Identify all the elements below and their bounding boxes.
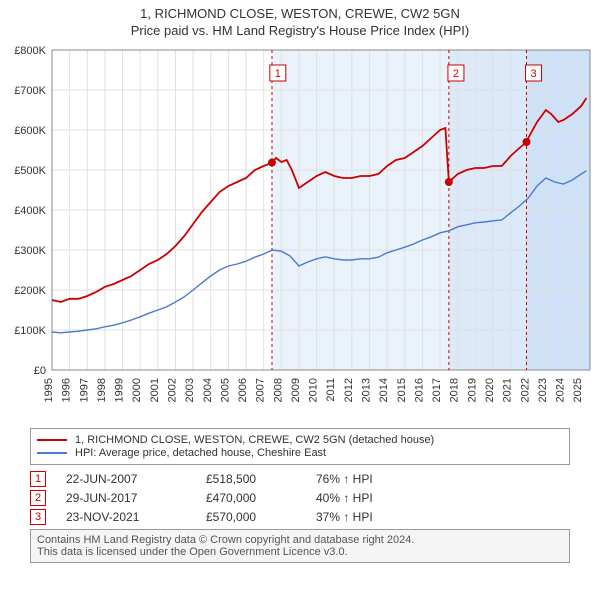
svg-text:2001: 2001 (149, 378, 161, 402)
footer-box: Contains HM Land Registry data © Crown c… (30, 529, 570, 563)
marker-row-1: 1 22-JUN-2007 £518,500 76% ↑ HPI (30, 471, 570, 487)
svg-text:2003: 2003 (184, 378, 196, 402)
svg-text:2000: 2000 (131, 378, 143, 402)
chart-svg: £0 £100K £200K £300K £400K £500K £600K £700K £80… (0, 40, 600, 420)
svg-text:2: 2 (453, 68, 459, 80)
marker-badge-3: 3 (30, 509, 46, 525)
legend-row-hpi: HPI: Average price, detached house, Ches… (37, 447, 563, 459)
marker-row-3: 3 23-NOV-2021 £570,000 37% ↑ HPI (30, 509, 570, 525)
svg-text:2008: 2008 (272, 378, 284, 402)
title-address: 1, RICHMOND CLOSE, WESTON, CREWE, CW2 5G… (0, 6, 600, 21)
marker-badge-1: 1 (30, 471, 46, 487)
svg-text:2021: 2021 (502, 378, 514, 402)
svg-text:£500K: £500K (14, 165, 46, 177)
svg-text:1: 1 (275, 68, 281, 80)
title-block: 1, RICHMOND CLOSE, WESTON, CREWE, CW2 5G… (0, 0, 600, 40)
svg-text:2009: 2009 (290, 378, 302, 402)
legend-label-hpi: HPI: Average price, detached house, Ches… (75, 447, 326, 459)
svg-text:2007: 2007 (255, 378, 267, 402)
svg-text:2022: 2022 (519, 378, 531, 402)
svg-text:2024: 2024 (555, 378, 567, 402)
svg-text:2006: 2006 (237, 378, 249, 402)
legend-row-property: 1, RICHMOND CLOSE, WESTON, CREWE, CW2 5G… (37, 434, 563, 446)
legend-swatch-property (37, 439, 67, 441)
svg-text:£300K: £300K (14, 245, 46, 257)
svg-text:2010: 2010 (308, 378, 320, 402)
svg-text:£600K: £600K (14, 125, 46, 137)
svg-text:2016: 2016 (413, 378, 425, 402)
marker-badge-2: 2 (30, 490, 46, 506)
marker-row-2: 2 29-JUN-2017 £470,000 40% ↑ HPI (30, 490, 570, 506)
svg-text:£200K: £200K (14, 285, 46, 297)
figure-container: 1, RICHMOND CLOSE, WESTON, CREWE, CW2 5G… (0, 0, 600, 563)
marker-delta-1: 76% ↑ HPI (316, 472, 426, 486)
svg-text:2020: 2020 (484, 378, 496, 402)
svg-text:1999: 1999 (114, 378, 126, 402)
svg-text:1995: 1995 (43, 378, 55, 402)
marker-date-1: 22-JUN-2007 (66, 472, 206, 486)
svg-text:1996: 1996 (61, 378, 73, 402)
svg-text:2023: 2023 (537, 378, 549, 402)
event-markers-table: 1 22-JUN-2007 £518,500 76% ↑ HPI 2 29-JU… (30, 471, 570, 525)
legend-label-property: 1, RICHMOND CLOSE, WESTON, CREWE, CW2 5G… (75, 434, 434, 446)
svg-text:2025: 2025 (572, 378, 584, 402)
footer-line1: Contains HM Land Registry data © Crown c… (37, 534, 563, 546)
marker-price-2: £470,000 (206, 491, 316, 505)
marker-price-1: £518,500 (206, 472, 316, 486)
svg-text:2019: 2019 (466, 378, 478, 402)
footer-line2: This data is licensed under the Open Gov… (37, 546, 563, 558)
svg-text:2011: 2011 (325, 378, 337, 402)
svg-text:1997: 1997 (78, 378, 90, 402)
svg-text:2014: 2014 (378, 378, 390, 402)
legend-swatch-hpi (37, 452, 67, 454)
marker-date-2: 29-JUN-2017 (66, 491, 206, 505)
legend-box: 1, RICHMOND CLOSE, WESTON, CREWE, CW2 5G… (30, 428, 570, 465)
svg-text:£700K: £700K (14, 85, 46, 97)
svg-text:£100K: £100K (14, 325, 46, 337)
svg-text:£0: £0 (34, 365, 46, 377)
svg-text:2017: 2017 (431, 378, 443, 402)
svg-text:2018: 2018 (449, 378, 461, 402)
svg-text:2002: 2002 (166, 378, 178, 402)
svg-text:2005: 2005 (219, 378, 231, 402)
svg-text:2015: 2015 (396, 378, 408, 402)
marker-delta-2: 40% ↑ HPI (316, 491, 426, 505)
svg-text:2004: 2004 (202, 378, 214, 402)
chart-area: £0 £100K £200K £300K £400K £500K £600K £700K £80… (0, 40, 600, 420)
marker-date-3: 23-NOV-2021 (66, 510, 206, 524)
marker-delta-3: 37% ↑ HPI (316, 510, 426, 524)
svg-text:2013: 2013 (361, 378, 373, 402)
svg-text:£400K: £400K (14, 205, 46, 217)
marker-price-3: £570,000 (206, 510, 316, 524)
svg-text:£800K: £800K (14, 45, 46, 57)
svg-text:2012: 2012 (343, 378, 355, 402)
svg-text:1998: 1998 (96, 378, 108, 402)
title-subtitle: Price paid vs. HM Land Registry's House … (0, 23, 600, 38)
svg-text:3: 3 (530, 68, 536, 80)
